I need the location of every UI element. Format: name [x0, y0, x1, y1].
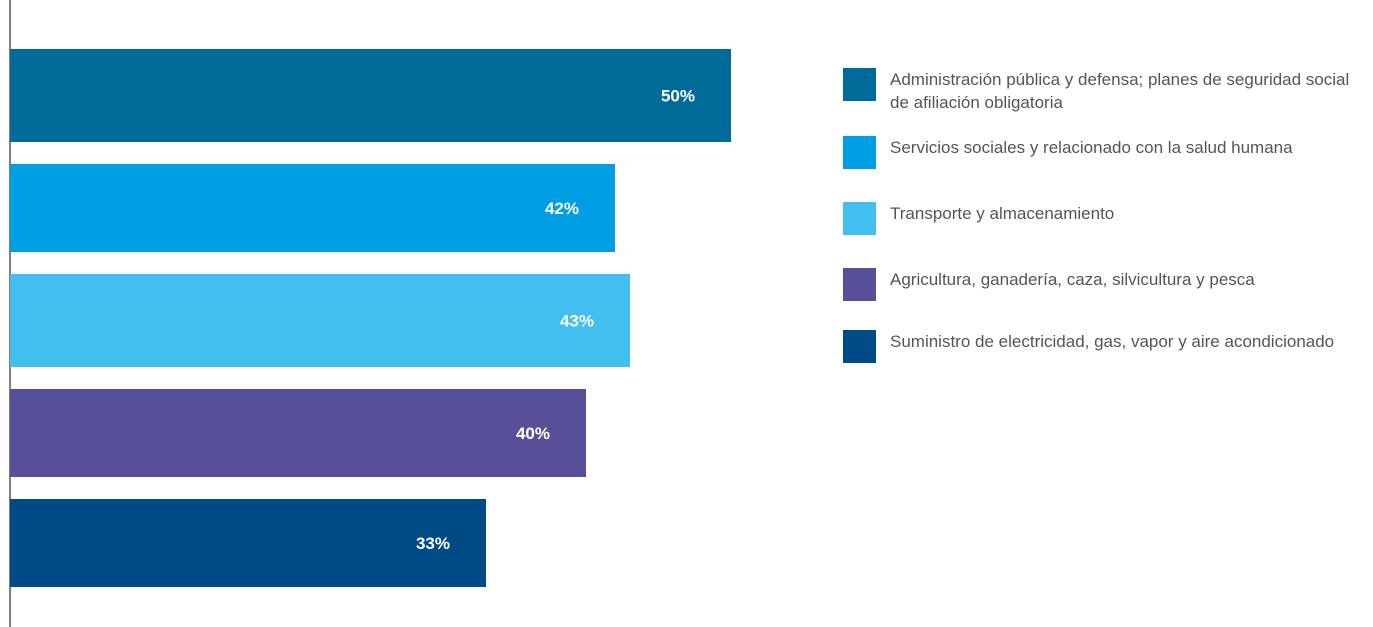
bars-group: 50% 42% 43% 40% 33%	[10, 49, 731, 587]
legend-label: Administración pública y defensa; planes…	[890, 70, 1350, 112]
bar	[10, 499, 486, 587]
bar	[10, 49, 731, 142]
bar-value-label: 42%	[545, 199, 579, 218]
legend-swatch	[843, 136, 876, 169]
legend-label: Suministro de electricidad, gas, vapor y…	[890, 332, 1335, 351]
legend-swatch	[843, 330, 876, 363]
bar-value-label: 40%	[516, 424, 550, 443]
bar	[10, 164, 615, 252]
legend-item: Servicios sociales y relacionado con la …	[843, 136, 1360, 169]
legend-swatch	[843, 268, 876, 301]
legend-label: Agricultura, ganadería, caza, silvicultu…	[890, 270, 1255, 289]
bar	[10, 389, 586, 477]
bar-value-label: 50%	[661, 87, 695, 106]
bar-value-label: 43%	[560, 312, 594, 331]
bar-chart: 50% 42% 43% 40% 33%	[9, 0, 731, 627]
legend-swatch	[843, 68, 876, 101]
legend-item: Suministro de electricidad, gas, vapor y…	[843, 330, 1360, 363]
legend-item: Agricultura, ganadería, caza, silvicultu…	[843, 268, 1360, 301]
legend-swatch	[843, 202, 876, 235]
legend-label: Servicios sociales y relacionado con la …	[890, 138, 1293, 157]
bar-value-label: 33%	[416, 534, 450, 553]
legend-item: Transporte y almacenamiento	[843, 202, 1360, 235]
legend-label: Transporte y almacenamiento	[890, 204, 1115, 223]
bar	[10, 274, 630, 367]
legend-item: Administración pública y defensa; planes…	[843, 68, 1360, 114]
